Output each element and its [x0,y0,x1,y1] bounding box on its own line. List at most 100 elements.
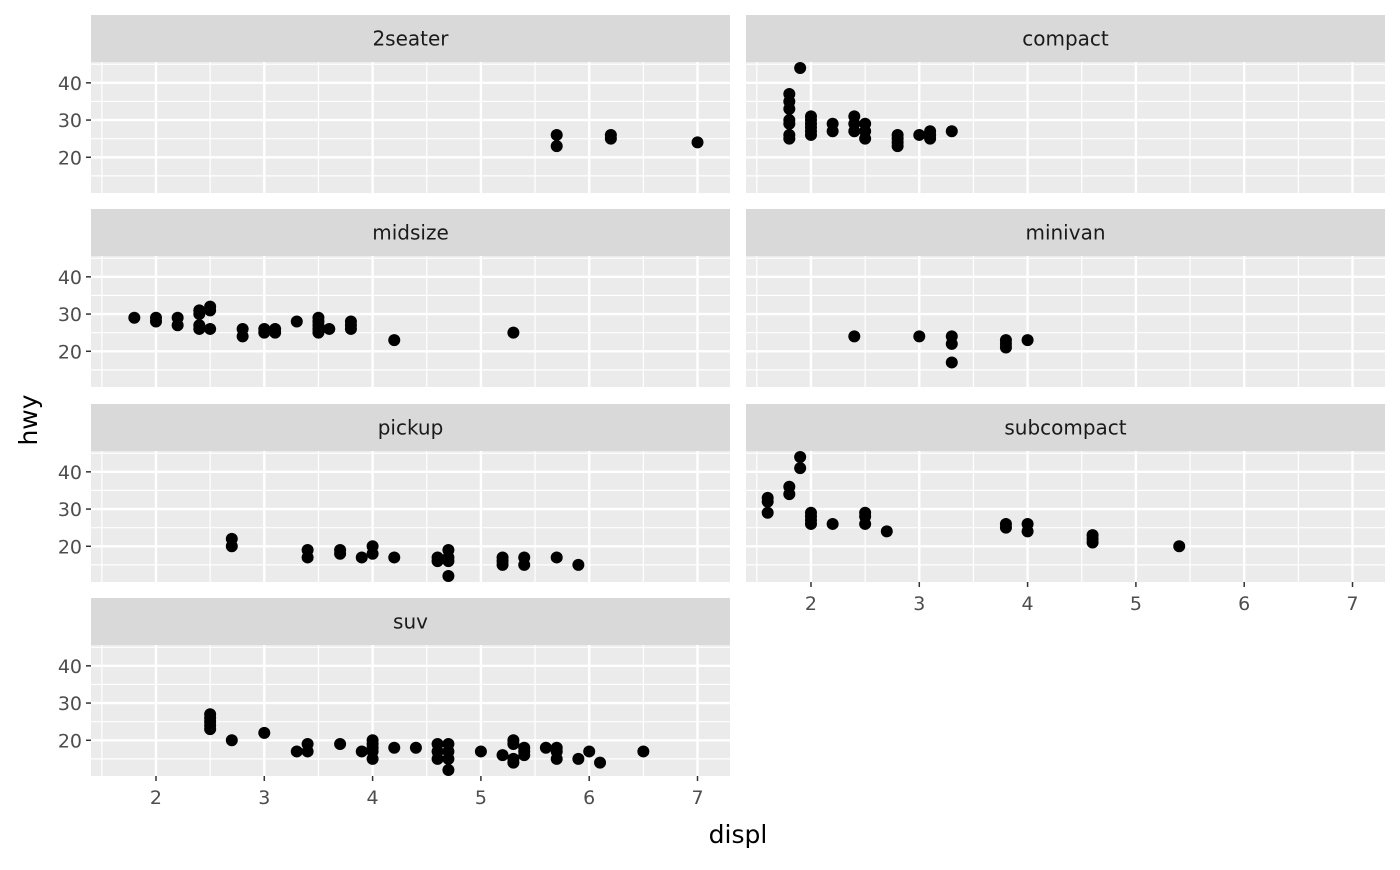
data-point [913,128,926,141]
x-tick-label: 2 [805,593,817,615]
y-tick-label: 30 [58,304,82,326]
data-point [604,132,617,145]
data-point [128,311,141,324]
data-point [334,737,347,750]
y-tick-label: 20 [58,730,82,752]
facet-panel-midsize: midsize 20 30 40 [58,209,730,387]
data-point [913,330,926,343]
data-point [366,734,379,747]
y-tick-label: 40 [58,462,82,484]
data-point [388,551,401,564]
data-point [344,315,357,328]
data-point [334,543,347,556]
facet-strip [91,209,730,256]
data-point [594,756,607,769]
data-point [550,140,563,153]
data-point [301,543,314,556]
y-tick-label: 30 [58,110,82,132]
facet-strip-label: 2seater [372,27,449,51]
data-point [945,356,958,369]
data-point [518,741,531,754]
x-tick-label: 4 [367,787,379,809]
y-tick-label: 20 [58,341,82,363]
facet-strip-label: subcompact [1004,416,1126,440]
data-point [496,551,509,564]
data-point [496,749,509,762]
data-point [550,741,563,754]
facet-panel-minivan: minivan [746,209,1385,387]
data-point [204,300,217,313]
x-tick-label: 4 [1022,593,1034,615]
y-tick-label: 30 [58,693,82,715]
data-point [442,570,455,583]
data-point [193,304,206,317]
data-point [312,311,325,324]
x-tick-label: 5 [475,787,487,809]
data-point [1021,517,1034,530]
data-point [149,311,162,324]
x-tick-label: 3 [913,593,925,615]
x-tick-label: 7 [691,787,703,809]
data-point [431,737,444,750]
data-point [826,117,839,130]
data-point [804,110,817,123]
data-point [783,88,796,101]
y-tick-label: 30 [58,499,82,521]
facet-panel-compact: compact [746,15,1385,193]
facet-panel-suv: suv 20 30 40 2 3 4 5 6 7 [58,598,730,809]
data-point [999,334,1012,347]
facet-strip-label: suv [393,610,428,634]
data-point [924,125,937,138]
facet-panel-subcompact: subcompact 2 3 4 5 6 7 [746,404,1385,615]
data-point [945,330,958,343]
data-point [474,745,487,758]
data-point [691,136,704,149]
data-point [236,322,249,335]
data-point [355,745,368,758]
x-tick-label: 6 [1238,593,1250,615]
y-tick-label: 40 [58,656,82,678]
data-point [804,506,817,519]
data-point [507,734,520,747]
x-tick-label: 3 [258,787,270,809]
y-tick-label: 40 [58,267,82,289]
data-point [550,128,563,141]
facet-strip-label: pickup [378,416,444,440]
x-tick-label: 5 [1130,593,1142,615]
data-point [323,322,336,335]
facet-strip [91,598,730,645]
data-point [225,734,238,747]
data-point [859,117,872,130]
y-tick-label: 20 [58,147,82,169]
data-point [583,745,596,758]
facet-strip [91,404,730,451]
data-point [225,532,238,545]
data-point [290,745,303,758]
data-point [891,128,904,141]
data-point [880,525,893,538]
data-point [1021,334,1034,347]
facet-panel-2seater: 2seater 20 30 40 [58,15,730,193]
data-point [171,311,184,324]
data-point [258,322,271,335]
data-point [431,551,444,564]
data-point [388,334,401,347]
data-point [826,517,839,530]
data-point [388,741,401,754]
data-point [204,708,217,721]
data-point [794,450,807,463]
facet-panel-pickup: pickup 20 30 40 [58,404,730,583]
data-point [204,322,217,335]
facet-strip [746,15,1385,62]
data-point [355,551,368,564]
data-point [859,506,872,519]
x-axis-title: displ [709,820,768,849]
data-point [539,741,552,754]
y-tick-label: 40 [58,73,82,95]
data-point [1173,540,1186,553]
data-point [258,726,271,739]
data-point [518,551,531,564]
facet-strip [91,15,730,62]
data-point [1086,529,1099,542]
